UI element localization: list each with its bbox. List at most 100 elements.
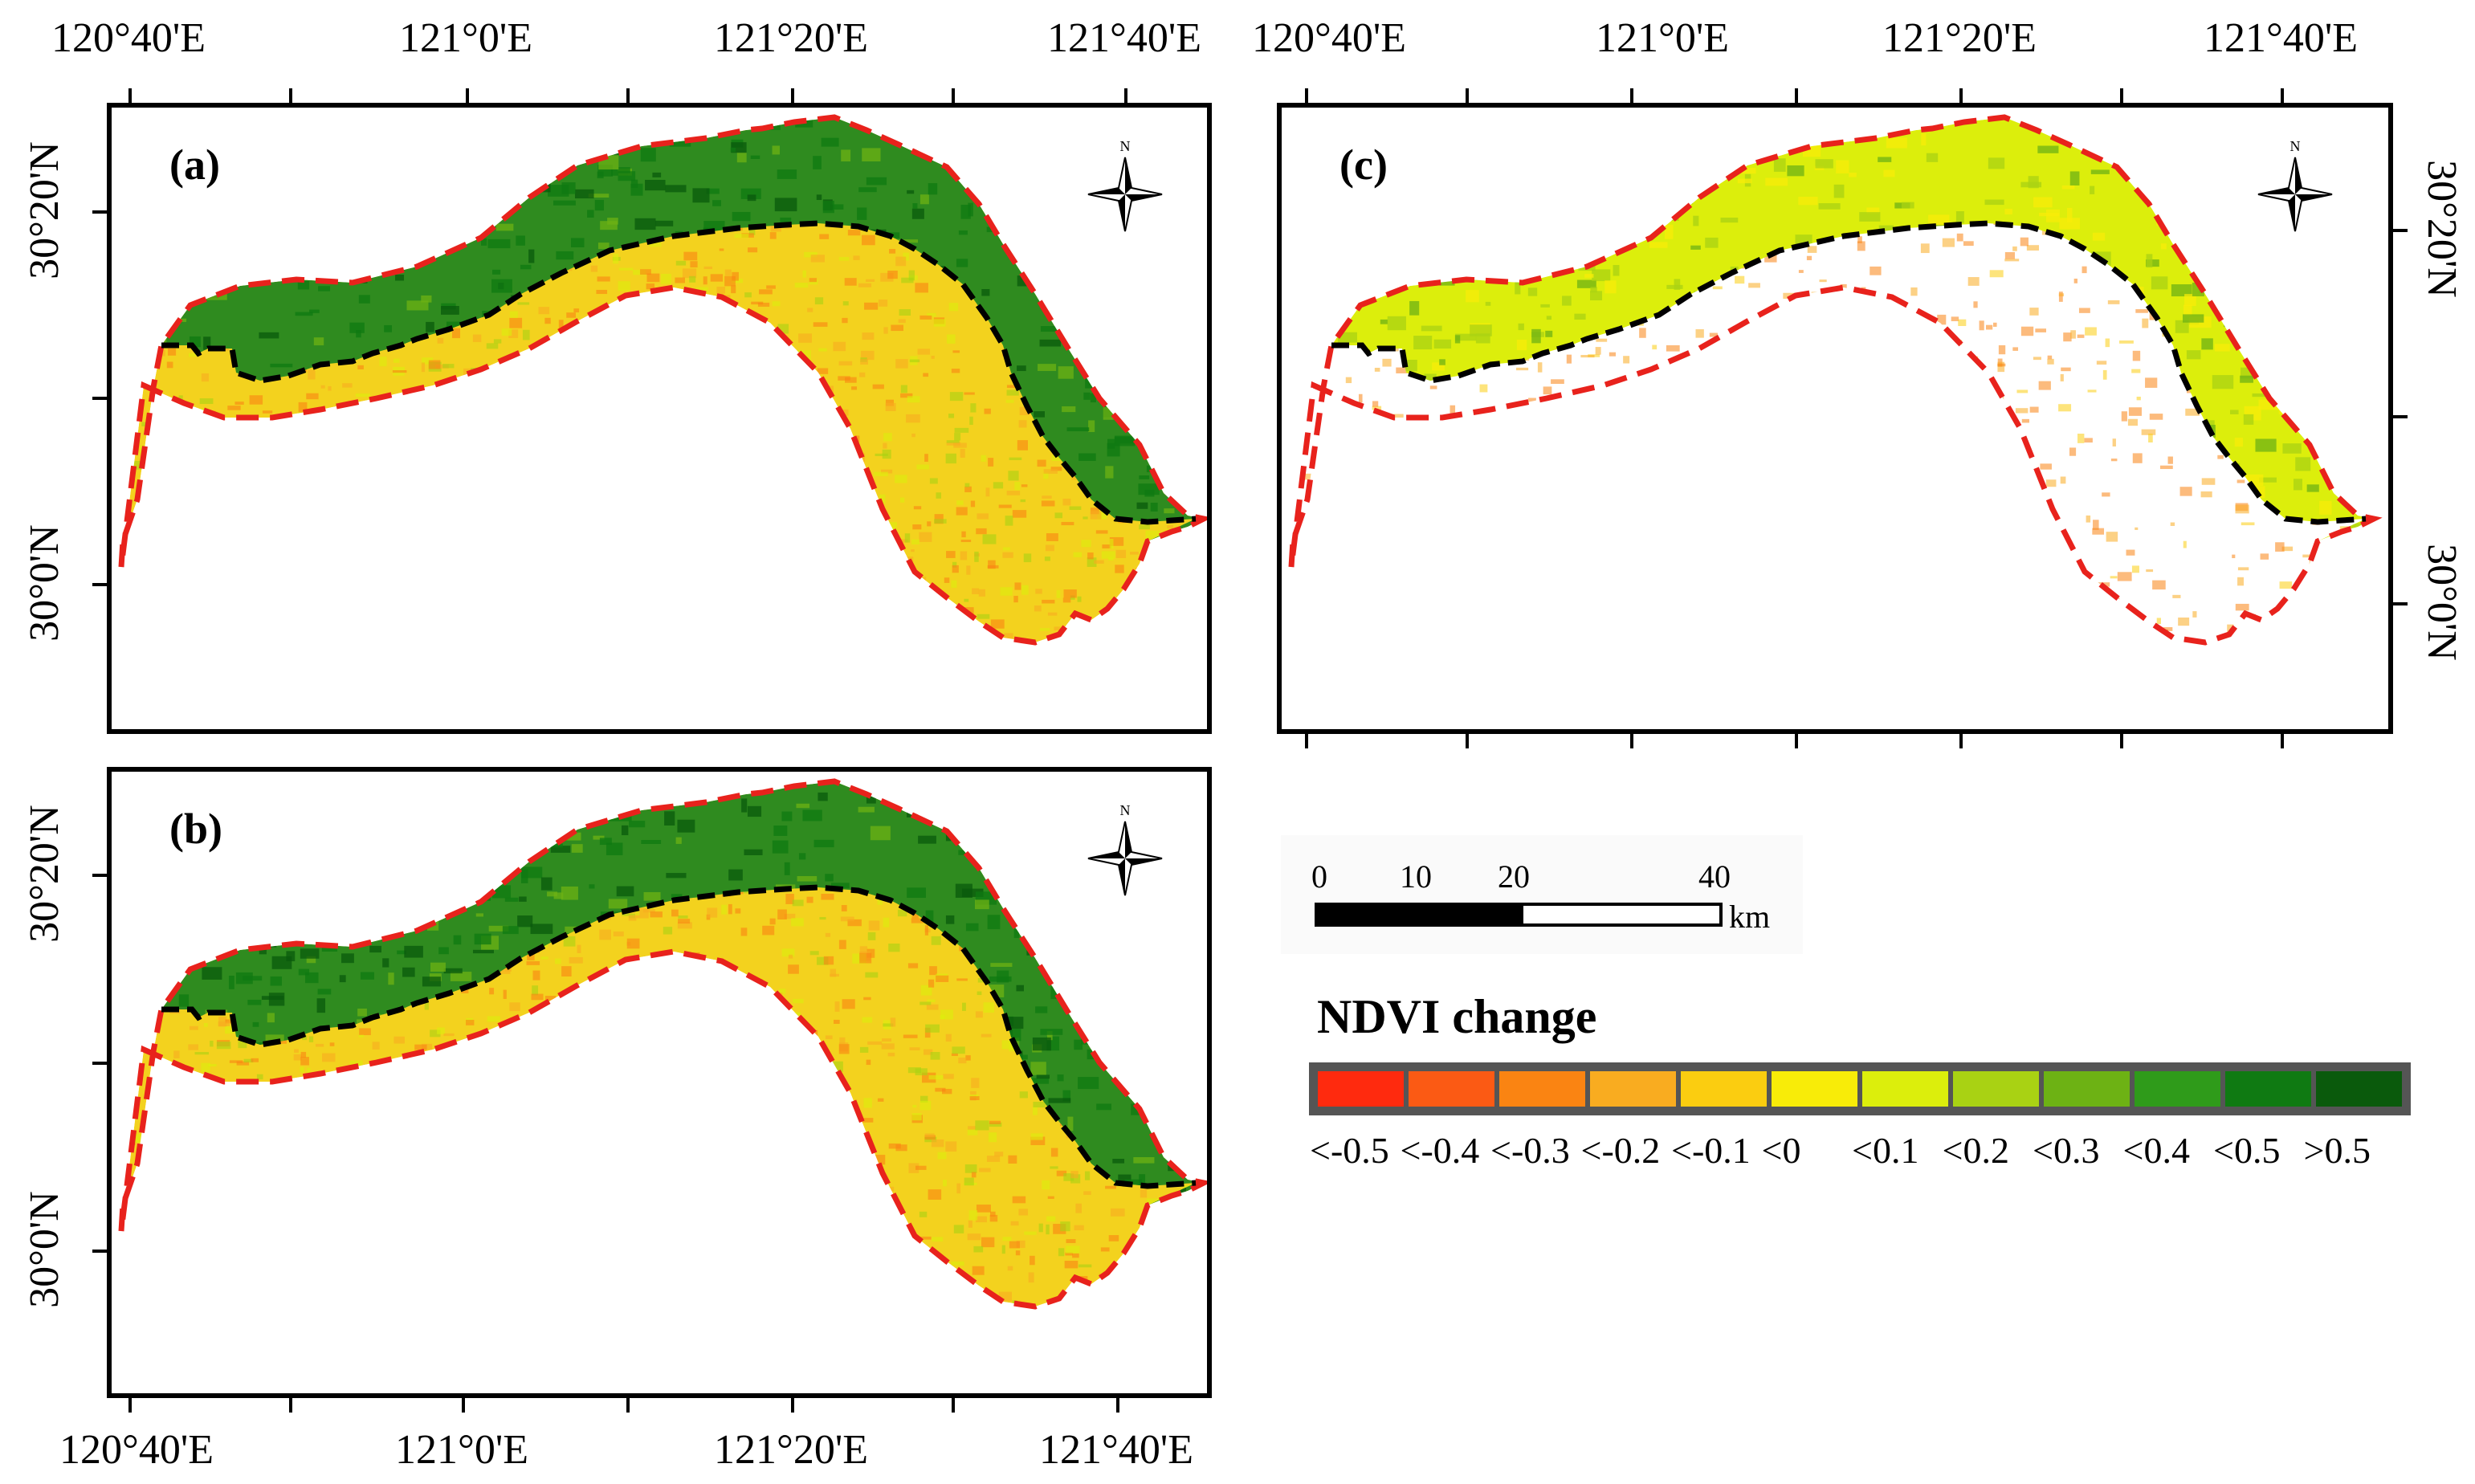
tick-bottom-b-2: [462, 1398, 465, 1413]
legend-color-ramp: [1309, 1062, 2411, 1115]
tick-top-c-3: [1795, 88, 1798, 103]
legend-label-6: <0.1: [1852, 1130, 1919, 1171]
north-arrow-label: N: [1120, 138, 1131, 154]
legend-label-1: <-0.4: [1400, 1130, 1480, 1171]
legend-swatch-10: [2225, 1071, 2311, 1107]
map-panel-b: N (b): [107, 767, 1212, 1398]
tick-bottom-b-5: [952, 1398, 955, 1413]
legend-swatch-3: [1590, 1071, 1676, 1107]
north-arrow-icon: N: [1087, 138, 1163, 232]
legend-swatch-11: [2316, 1071, 2402, 1107]
seawall-dike-line: [161, 884, 1197, 1189]
legend-title: NDVI change: [1317, 990, 1597, 1043]
lon-label-top-a-1: 120°40'E: [51, 15, 206, 61]
tick-top-a-6: [1124, 88, 1127, 103]
lon-label-top-a-2: 121°0'E: [399, 15, 532, 61]
tick-bottom-b-3: [626, 1398, 630, 1413]
tick-bottom-b-1: [289, 1398, 292, 1413]
map-panel-c: N (c): [1277, 103, 2393, 734]
legend-swatch-9: [2135, 1071, 2220, 1107]
tick-left-b-0: [92, 874, 107, 877]
legend-swatch-0: [1318, 1071, 1404, 1107]
tick-top-a-1: [289, 88, 292, 103]
scale-tick-10: 10: [1400, 858, 1432, 895]
tick-bottom-c-5: [2120, 734, 2123, 748]
study-area-boundary: [118, 778, 1207, 1310]
north-arrow-label: N: [1120, 802, 1131, 818]
lat-label-a-2: 30°0'N: [22, 524, 67, 642]
tick-top-c-2: [1630, 88, 1633, 103]
scale-bar-white-segment: [1520, 903, 1723, 927]
tick-left-a-1: [92, 397, 107, 400]
tick-right-c-0: [2393, 229, 2408, 232]
lon-label-top-a-3: 121°20'E: [714, 15, 868, 61]
north-arrow-icon: N: [2257, 138, 2333, 232]
tick-left-b-2: [92, 1250, 107, 1253]
panel-label-b: (b): [169, 805, 222, 853]
legend-label-4: <-0.1: [1671, 1130, 1751, 1171]
seawall-dike-line: [1331, 220, 2367, 525]
scale-tick-0: 0: [1311, 858, 1327, 895]
scale-unit: km: [1729, 899, 1771, 935]
lon-label-top-c-4: 121°40'E: [2204, 15, 2358, 61]
tick-bottom-c-4: [1959, 734, 1963, 748]
scale-bar: 0 10 20 40 km: [1281, 835, 1803, 954]
tick-top-c-0: [1305, 88, 1308, 103]
lat-label-a-1: 30°20'N: [22, 141, 67, 279]
legend-swatch-2: [1499, 1071, 1585, 1107]
legend-swatch-8: [2044, 1071, 2130, 1107]
scale-tick-40: 40: [1698, 858, 1731, 895]
tick-bottom-b-4: [791, 1398, 794, 1413]
legend-label-10: <0.5: [2213, 1130, 2281, 1171]
legend-label-7: <0.2: [1942, 1130, 2009, 1171]
lon-label-bottom-2: 121°0'E: [395, 1427, 528, 1473]
tick-right-c-1: [2393, 415, 2408, 418]
lon-label-top-c-2: 121°0'E: [1596, 15, 1729, 61]
tick-top-c-6: [2281, 88, 2284, 103]
legend-label-5: <0: [1761, 1130, 1801, 1171]
scale-tick-20: 20: [1498, 858, 1530, 895]
legend-swatch-7: [1953, 1071, 2039, 1107]
tick-bottom-c-2: [1630, 734, 1633, 748]
tick-top-a-2: [466, 88, 469, 103]
legend-swatch-4: [1681, 1071, 1767, 1107]
panel-label-a: (a): [169, 141, 220, 189]
tick-top-a-4: [791, 88, 794, 103]
lat-label-c-2: 30°0'N: [2419, 544, 2465, 661]
lon-label-bottom-1: 120°40'E: [59, 1427, 214, 1473]
lon-label-bottom-3: 121°20'E: [714, 1427, 868, 1473]
legend-label-8: <0.3: [2033, 1130, 2100, 1171]
legend-label-3: <-0.2: [1580, 1130, 1661, 1171]
study-area-boundary: [1288, 114, 2383, 646]
lat-label-b-2: 30°0'N: [22, 1191, 67, 1308]
panel-label-c: (c): [1339, 141, 1388, 189]
map-b-svg: N: [118, 778, 1207, 1310]
tick-bottom-c-3: [1795, 734, 1798, 748]
legend-label-0: <-0.5: [1310, 1130, 1389, 1171]
map-c-svg: N: [1288, 114, 2383, 646]
map-panel-a: N (a): [107, 103, 1212, 734]
legend-swatch-5: [1772, 1071, 1857, 1107]
legend-swatch-6: [1862, 1071, 1948, 1107]
tick-top-c-5: [2120, 88, 2123, 103]
north-arrow-icon: N: [1087, 802, 1163, 896]
north-arrow-label: N: [2290, 138, 2301, 154]
tick-bottom-c-1: [1466, 734, 1469, 748]
study-area-boundary: [118, 114, 1207, 646]
tick-bottom-c-0: [1305, 734, 1308, 748]
tick-bottom-b-0: [128, 1398, 132, 1413]
lon-label-top-c-3: 121°20'E: [1882, 15, 2037, 61]
tick-left-b-1: [92, 1062, 107, 1065]
tick-top-a-0: [128, 88, 132, 103]
tick-left-a-0: [92, 210, 107, 214]
tick-top-c-1: [1466, 88, 1469, 103]
lon-label-top-c-1: 120°40'E: [1252, 15, 1406, 61]
legend-swatch-1: [1409, 1071, 1494, 1107]
lat-label-b-1: 30°20'N: [22, 805, 67, 943]
scale-bar-black-segment: [1315, 903, 1522, 927]
tick-left-a-2: [92, 583, 107, 586]
tick-top-a-5: [952, 88, 955, 103]
lat-label-c-1: 30°20'N: [2419, 160, 2465, 298]
lon-label-bottom-4: 121°40'E: [1039, 1427, 1193, 1473]
tick-bottom-b-6: [1116, 1398, 1119, 1413]
